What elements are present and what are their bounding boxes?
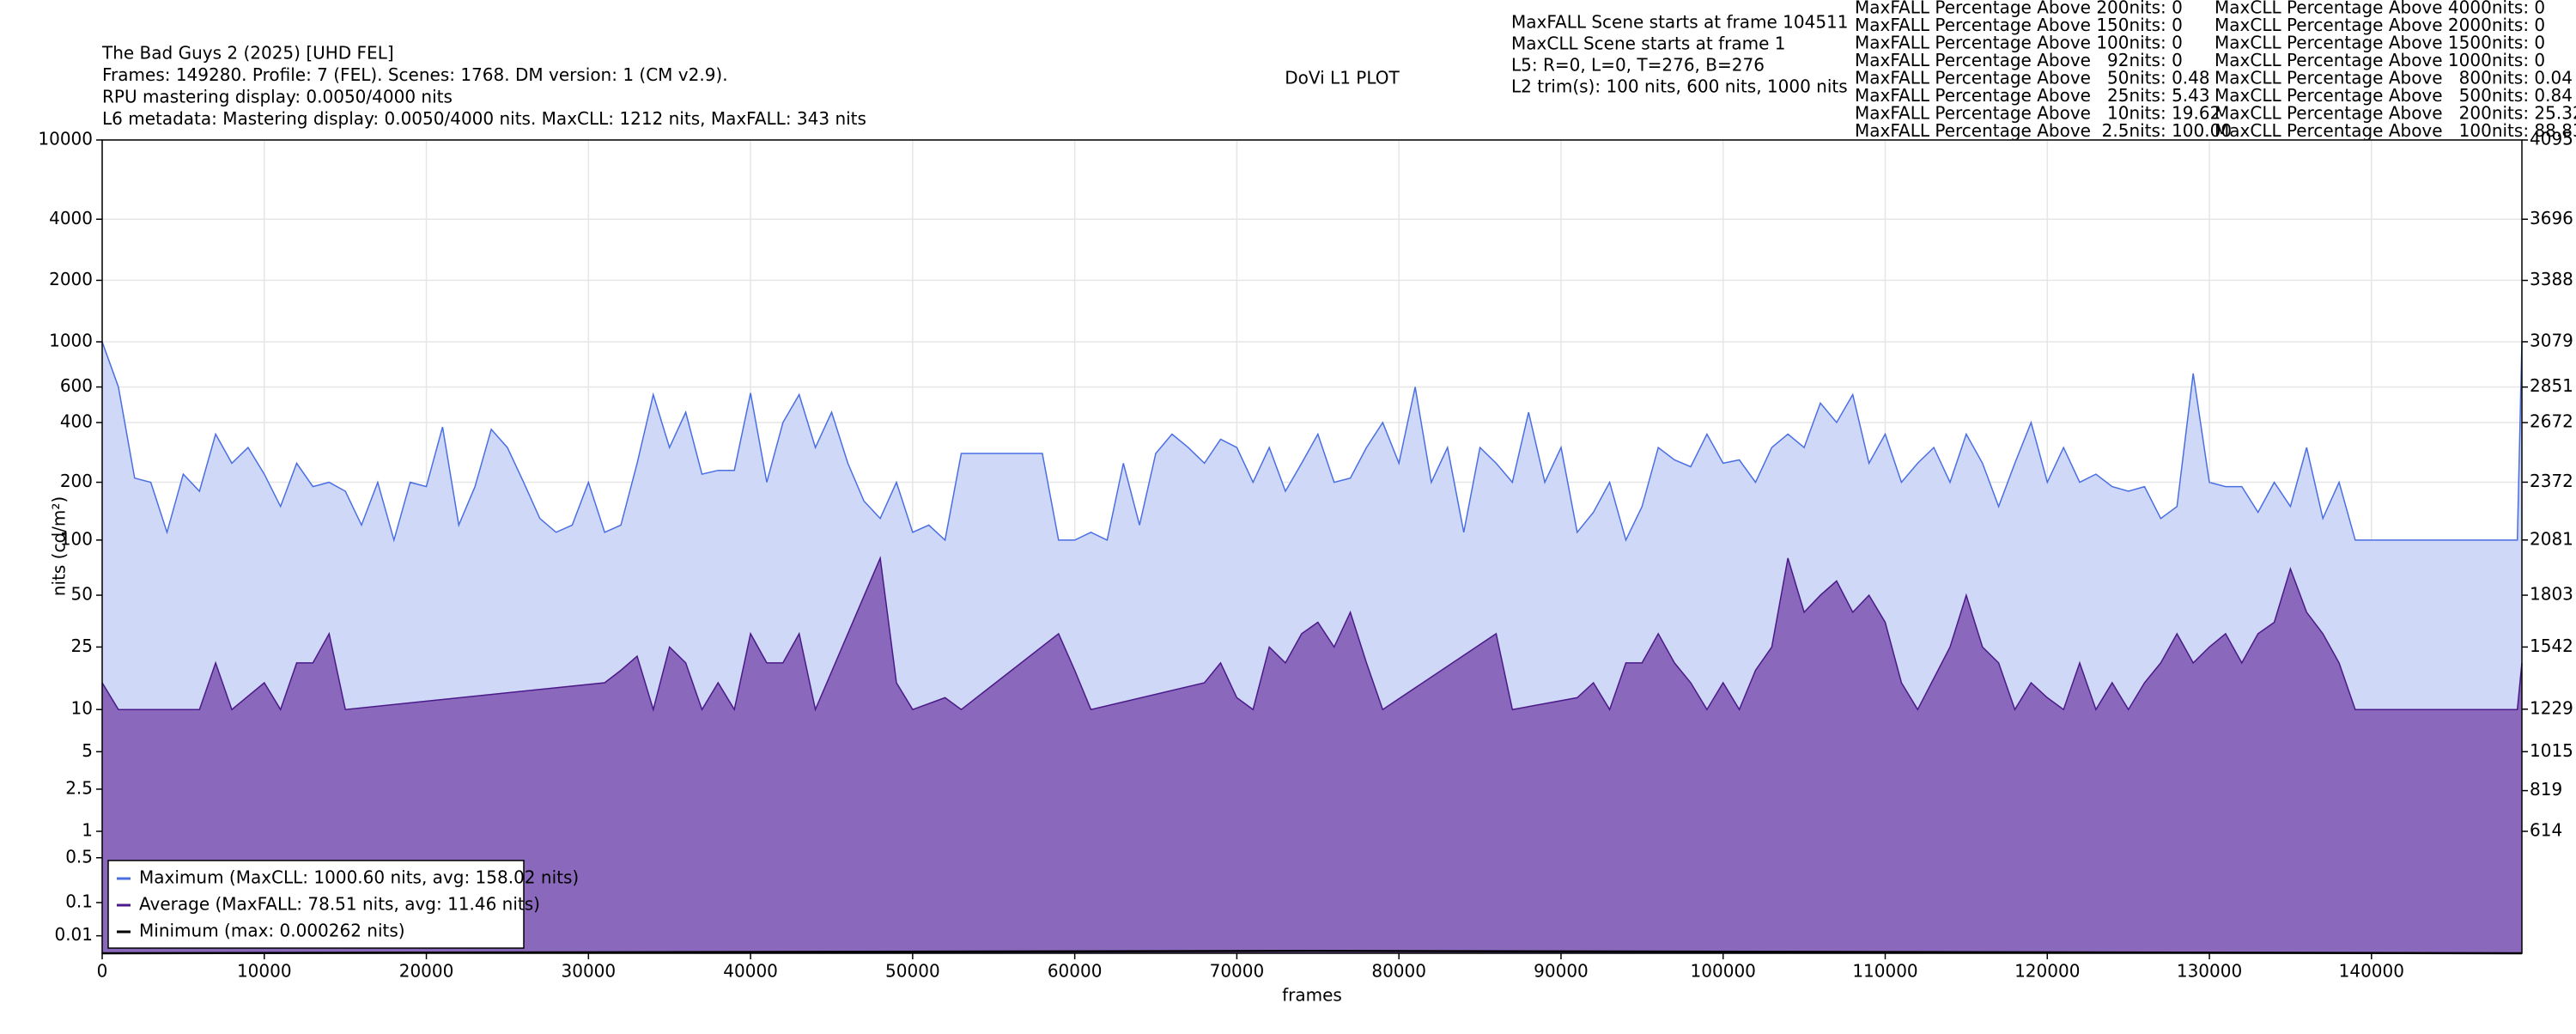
legend-box bbox=[107, 860, 525, 949]
series-line bbox=[101, 556, 2523, 712]
y2-tick-label: 1015 bbox=[2530, 740, 2573, 761]
x-tick-label: 10000 bbox=[237, 961, 292, 982]
y-tick-label: 200 bbox=[60, 471, 93, 491]
legend-label: Minimum (max: 0.000262 nits) bbox=[139, 921, 405, 941]
scene-line: MaxCLL Scene starts at frame 1 bbox=[1511, 33, 1786, 54]
x-axis-label: frames bbox=[1282, 985, 1342, 1006]
info-line: Frames: 149280. Profile: 7 (FEL). Scenes… bbox=[102, 64, 728, 85]
y2-tick-label: 4095 bbox=[2530, 129, 2573, 149]
x-tick-label: 80000 bbox=[1371, 961, 1426, 982]
y-tick-label: 0.5 bbox=[65, 846, 93, 867]
x-tick-label: 60000 bbox=[1048, 961, 1103, 982]
x-tick-label: 90000 bbox=[1534, 961, 1589, 982]
maxfall-stat: MaxFALL Percentage Above 100nits: 0 bbox=[1855, 33, 2183, 53]
y-tick-label: 4000 bbox=[49, 208, 93, 228]
y2-tick-label: 2851 bbox=[2530, 375, 2573, 396]
y-tick-label: 2000 bbox=[49, 269, 93, 289]
y-tick-label: 10 bbox=[71, 698, 93, 719]
series-line bbox=[101, 949, 2523, 955]
y2-tick-label: 819 bbox=[2530, 779, 2562, 800]
y-tick-label: 1 bbox=[82, 820, 93, 841]
y2-tick-label: 1229 bbox=[2530, 697, 2573, 718]
scene-line: L2 trim(s): 100 nits, 600 nits, 1000 nit… bbox=[1511, 76, 1848, 97]
series-line bbox=[101, 341, 2523, 543]
x-tick-label: 40000 bbox=[723, 961, 778, 982]
maxcll-stat: MaxCLL Percentage Above 100nits: 88.83 bbox=[2215, 120, 2576, 141]
legend: Maximum (MaxCLL: 1000.60 nits, avg: 158.… bbox=[107, 860, 579, 949]
x-tick-label: 120000 bbox=[2014, 961, 2080, 982]
legend-label: Maximum (MaxCLL: 1000.60 nits, avg: 158.… bbox=[139, 867, 579, 888]
maxcll-stat: MaxCLL Percentage Above 800nits: 0.04 bbox=[2215, 68, 2573, 88]
maxcll-stat: MaxCLL Percentage Above 1000nits: 0 bbox=[2215, 50, 2545, 70]
y2-tick-label: 2372 bbox=[2530, 471, 2573, 491]
y2-tick-label: 3388 bbox=[2530, 269, 2573, 289]
info-line: The Bad Guys 2 (2025) [UHD FEL] bbox=[101, 43, 394, 64]
y-tick-label: 0.1 bbox=[65, 891, 93, 911]
y-tick-label: 50 bbox=[71, 584, 93, 605]
y-tick-label: 1000 bbox=[49, 331, 93, 351]
maxcll-stat: MaxCLL Percentage Above 4000nits: 0 bbox=[2215, 0, 2545, 18]
y2-tick-label: 3696 bbox=[2530, 208, 2573, 228]
info-line: RPU mastering display: 0.0050/4000 nits bbox=[102, 87, 453, 107]
maxfall-stat: MaxFALL Percentage Above 92nits: 0 bbox=[1855, 50, 2183, 70]
x-tick-label: 130000 bbox=[2177, 961, 2242, 982]
y-tick-label: 2.5 bbox=[65, 777, 93, 798]
y-tick-label: 400 bbox=[60, 411, 93, 432]
y2-tick-label: 614 bbox=[2530, 820, 2562, 841]
y-axis-label: nits (cd/m²) bbox=[49, 496, 70, 596]
x-tick-label: 30000 bbox=[562, 961, 617, 982]
scene-line: L5: R=0, L=0, T=276, B=276 bbox=[1511, 55, 1765, 76]
maxfall-stat: MaxFALL Percentage Above 10nits: 19.62 bbox=[1855, 103, 2221, 124]
maxcll-stat: MaxCLL Percentage Above 1500nits: 0 bbox=[2215, 33, 2545, 53]
maxcll-stat: MaxCLL Percentage Above 500nits: 0.84 bbox=[2215, 85, 2573, 106]
maxcll-stat: MaxCLL Percentage Above 2000nits: 0 bbox=[2215, 15, 2545, 35]
x-tick-label: 20000 bbox=[399, 961, 454, 982]
x-tick-label: 140000 bbox=[2339, 961, 2404, 982]
maxfall-stat: MaxFALL Percentage Above 25nits: 5.43 bbox=[1855, 85, 2210, 106]
y2-tick-label: 1803 bbox=[2530, 584, 2573, 605]
y-tick-label: 0.01 bbox=[54, 924, 93, 945]
info-line: L6 metadata: Mastering display: 0.0050/4… bbox=[102, 108, 866, 129]
maxfall-stat: MaxFALL Percentage Above 50nits: 0.48 bbox=[1855, 68, 2210, 88]
y-tick-label: 5 bbox=[82, 740, 93, 761]
x-tick-label: 70000 bbox=[1210, 961, 1265, 982]
maxfall-stat: MaxFALL Percentage Above 150nits: 0 bbox=[1855, 15, 2183, 35]
maxcll-stat: MaxCLL Percentage Above 200nits: 25.32 bbox=[2215, 103, 2576, 124]
x-tick-label: 110000 bbox=[1852, 961, 1917, 982]
y2-tick-label: 2672 bbox=[2530, 411, 2573, 432]
x-tick-label: 0 bbox=[97, 961, 108, 982]
scene-line: MaxFALL Scene starts at frame 104511 bbox=[1511, 12, 1849, 33]
chart-title: DoVi L1 PLOT bbox=[1285, 68, 1400, 88]
maxfall-stat: MaxFALL Percentage Above 2.5nits: 100.00 bbox=[1855, 120, 2232, 141]
y2-tick-label: 2081 bbox=[2530, 528, 2573, 549]
x-tick-label: 50000 bbox=[885, 961, 940, 982]
y2-tick-label: 1542 bbox=[2530, 636, 2573, 656]
maxfall-stat: MaxFALL Percentage Above 200nits: 0 bbox=[1855, 0, 2183, 18]
y2-tick-label: 3079 bbox=[2530, 330, 2573, 350]
y-tick-label: 10000 bbox=[38, 129, 93, 149]
series-area bbox=[102, 557, 2522, 953]
plot-frame bbox=[101, 139, 2523, 954]
y-tick-label: 100 bbox=[60, 528, 93, 549]
y-tick-label: 600 bbox=[60, 375, 93, 396]
legend-label: Average (MaxFALL: 78.51 nits, avg: 11.46… bbox=[139, 894, 540, 915]
x-tick-label: 100000 bbox=[1691, 961, 1756, 982]
y-tick-label: 25 bbox=[71, 636, 93, 656]
